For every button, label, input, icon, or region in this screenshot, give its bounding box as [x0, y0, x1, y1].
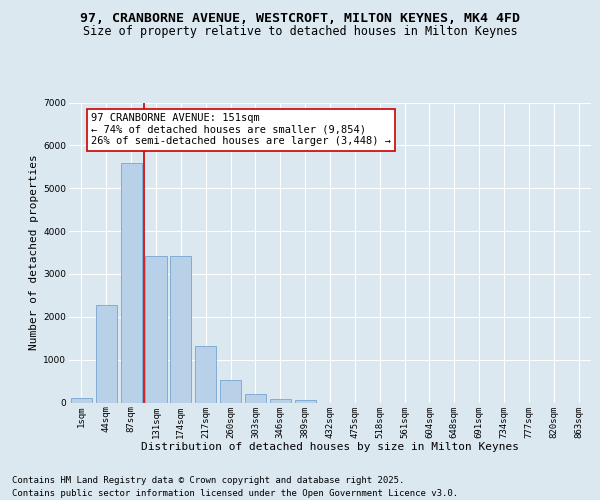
Text: Contains public sector information licensed under the Open Government Licence v3: Contains public sector information licen…	[12, 489, 458, 498]
Text: Contains HM Land Registry data © Crown copyright and database right 2025.: Contains HM Land Registry data © Crown c…	[12, 476, 404, 485]
Bar	[121, 164, 142, 402]
Bar	[145, 256, 167, 402]
Bar	[295, 400, 316, 402]
Bar	[220, 380, 241, 402]
Bar	[195, 346, 216, 403]
Bar	[270, 398, 291, 402]
Text: 97 CRANBORNE AVENUE: 151sqm
← 74% of detached houses are smaller (9,854)
26% of : 97 CRANBORNE AVENUE: 151sqm ← 74% of det…	[91, 113, 391, 146]
Bar	[96, 305, 117, 402]
Y-axis label: Number of detached properties: Number of detached properties	[29, 154, 39, 350]
Bar	[170, 256, 191, 402]
Bar	[245, 394, 266, 402]
Bar	[71, 398, 92, 402]
Text: Size of property relative to detached houses in Milton Keynes: Size of property relative to detached ho…	[83, 25, 517, 38]
X-axis label: Distribution of detached houses by size in Milton Keynes: Distribution of detached houses by size …	[141, 442, 519, 452]
Text: 97, CRANBORNE AVENUE, WESTCROFT, MILTON KEYNES, MK4 4FD: 97, CRANBORNE AVENUE, WESTCROFT, MILTON …	[80, 12, 520, 26]
